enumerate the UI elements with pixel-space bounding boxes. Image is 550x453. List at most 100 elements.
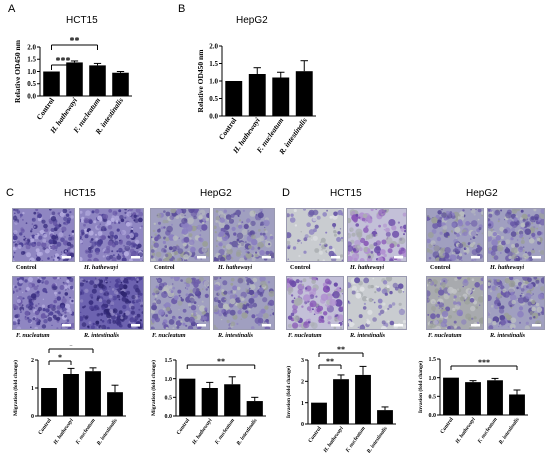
- cell: [311, 279, 316, 285]
- cell: [48, 239, 54, 245]
- cell: [232, 285, 238, 291]
- cell: [68, 209, 71, 210]
- cell: [324, 242, 327, 245]
- cell: [69, 296, 71, 299]
- cell: [185, 324, 188, 327]
- scale-bar: [262, 256, 271, 259]
- bar-f-nucleatum: [487, 380, 503, 415]
- cell: [515, 215, 518, 218]
- cell: [169, 215, 175, 220]
- cell: [30, 230, 33, 233]
- cell: [230, 213, 235, 218]
- cell: [27, 318, 32, 324]
- y-tick-label: 2: [301, 379, 304, 385]
- cell: [403, 224, 406, 230]
- cell: [44, 315, 47, 318]
- cell: [362, 306, 367, 310]
- cell: [436, 313, 441, 318]
- cell: [155, 313, 159, 317]
- cell: [108, 290, 110, 292]
- cell: [96, 295, 101, 299]
- cell: [172, 246, 177, 251]
- micrograph-d-hct15-r-intestinalis: [347, 276, 407, 330]
- cell: [287, 315, 293, 320]
- cell: [355, 213, 359, 217]
- significance-label: *: [69, 345, 73, 350]
- cell: [311, 308, 314, 311]
- cell: [161, 291, 168, 298]
- cell: [262, 297, 268, 303]
- cell: [50, 216, 57, 222]
- cell: [124, 310, 130, 316]
- cell: [25, 289, 28, 293]
- bar-control: [43, 71, 60, 96]
- cell: [271, 308, 273, 311]
- cell: [155, 278, 158, 280]
- cell: [287, 213, 290, 218]
- cell: [55, 234, 58, 236]
- cell: [238, 224, 243, 229]
- cell: [251, 257, 256, 261]
- cell: [226, 248, 233, 255]
- cell: [490, 305, 494, 308]
- cell: [28, 282, 34, 289]
- cell: [508, 280, 516, 288]
- cell: [251, 314, 256, 319]
- cell: [66, 279, 70, 283]
- cell: [293, 209, 297, 213]
- cell: [115, 278, 121, 284]
- cell: [121, 229, 127, 236]
- cell: [269, 235, 274, 240]
- cell: [249, 210, 255, 216]
- cell: [102, 214, 109, 220]
- cell: [299, 240, 302, 242]
- cell: [389, 243, 395, 249]
- y-tick-label: 0: [31, 414, 34, 420]
- cell: [452, 307, 456, 312]
- cell: [135, 300, 139, 304]
- cell: [349, 230, 352, 232]
- cell: [518, 222, 521, 224]
- cell: [57, 279, 59, 281]
- cell: [37, 217, 42, 222]
- cell: [248, 287, 251, 290]
- micrograph-d-hct15-control: [286, 208, 344, 262]
- cell: [312, 217, 317, 222]
- cell: [106, 255, 111, 261]
- cell: [140, 304, 143, 308]
- cell: [366, 297, 369, 301]
- cell: [367, 284, 372, 289]
- cell: [153, 287, 160, 294]
- cell: [122, 304, 127, 310]
- cell: [359, 258, 365, 261]
- cell: [215, 245, 218, 248]
- cell: [36, 241, 42, 247]
- cell: [538, 250, 541, 252]
- cell: [488, 318, 492, 324]
- cell: [24, 279, 28, 283]
- micrograph-c-hct15-r-intestinalis: [79, 276, 144, 330]
- cell: [214, 225, 217, 230]
- bar-f-nucleatum: [85, 371, 101, 416]
- cell: [239, 257, 245, 261]
- cell: [488, 247, 492, 251]
- cell: [309, 294, 315, 300]
- cell: [398, 308, 405, 316]
- cell: [259, 250, 265, 256]
- cell: [495, 235, 501, 241]
- cell: [24, 240, 29, 244]
- cell: [190, 305, 197, 311]
- scale-bar: [394, 324, 403, 327]
- cell: [157, 279, 161, 282]
- cell: [263, 228, 267, 231]
- cell: [126, 290, 131, 295]
- cell: [269, 314, 272, 317]
- cell: [320, 241, 322, 243]
- cell: [194, 315, 198, 320]
- cell: [199, 234, 202, 237]
- cell: [202, 320, 205, 322]
- cell: [214, 305, 219, 313]
- cell: [328, 250, 335, 257]
- cell: [522, 246, 525, 248]
- cell: [340, 306, 343, 311]
